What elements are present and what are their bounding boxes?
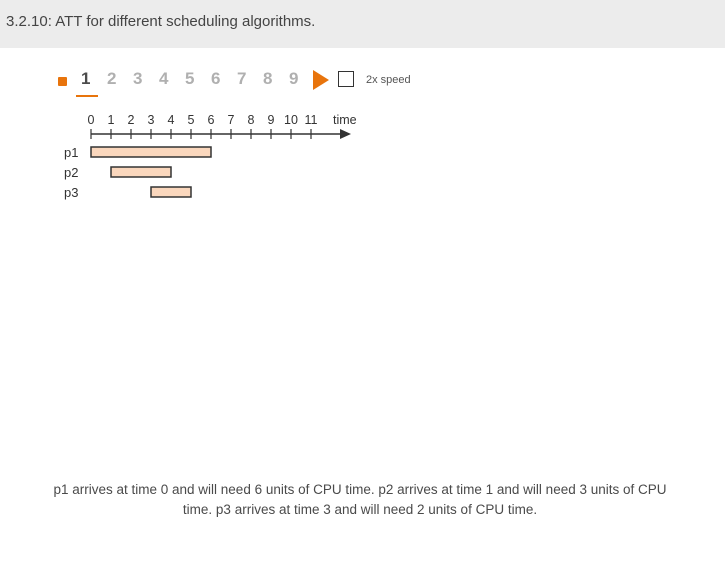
axis-tick-label: 3 (148, 113, 155, 127)
axis-tick-label: 0 (88, 113, 95, 127)
active-step-indicator (76, 95, 98, 97)
axis-label: time (333, 113, 357, 127)
speed-label: 2x speed (366, 74, 411, 86)
step-1-button[interactable]: 1 (81, 69, 91, 88)
step-8-button[interactable]: 8 (263, 69, 273, 88)
axis-tick-label: 8 (248, 113, 255, 127)
axis-tick-label: 10 (284, 113, 298, 127)
axis-tick-label: 7 (228, 113, 235, 127)
axis-tick-label: 6 (208, 113, 215, 127)
page-title: 3.2.10: ATT for different scheduling alg… (6, 13, 316, 30)
process-bar (150, 186, 192, 198)
stop-button[interactable] (58, 77, 67, 86)
axis-tick-label: 11 (305, 113, 318, 127)
step-2-button[interactable]: 2 (107, 69, 117, 88)
process-label: p3 (64, 185, 78, 200)
play-button[interactable] (313, 70, 329, 90)
axis-tick-label: 4 (168, 113, 175, 127)
description-text: p1 arrives at time 0 and will need 6 uni… (53, 482, 667, 517)
step-6-button[interactable]: 6 (211, 69, 221, 88)
step-7-button[interactable]: 7 (237, 69, 247, 88)
process-label: p1 (64, 145, 78, 160)
step-5-button[interactable]: 5 (185, 69, 195, 88)
animation-controls: 1 2 3 4 5 6 7 8 9 2x speed (0, 66, 725, 97)
time-axis-arrow (340, 129, 351, 139)
step-9-button[interactable]: 9 (289, 69, 299, 88)
step-4-button[interactable]: 4 (159, 69, 169, 88)
speed-checkbox[interactable] (338, 71, 354, 87)
process-bar (110, 166, 172, 178)
axis-tick-label: 5 (188, 113, 195, 127)
process-label: p2 (64, 165, 78, 180)
axis-tick-label: 9 (268, 113, 275, 127)
page-header: 3.2.10: ATT for different scheduling alg… (0, 0, 725, 48)
axis-tick-label: 1 (108, 113, 115, 127)
process-bar (90, 146, 212, 158)
axis-tick-label: 2 (128, 113, 135, 127)
step-3-button[interactable]: 3 (133, 69, 143, 88)
